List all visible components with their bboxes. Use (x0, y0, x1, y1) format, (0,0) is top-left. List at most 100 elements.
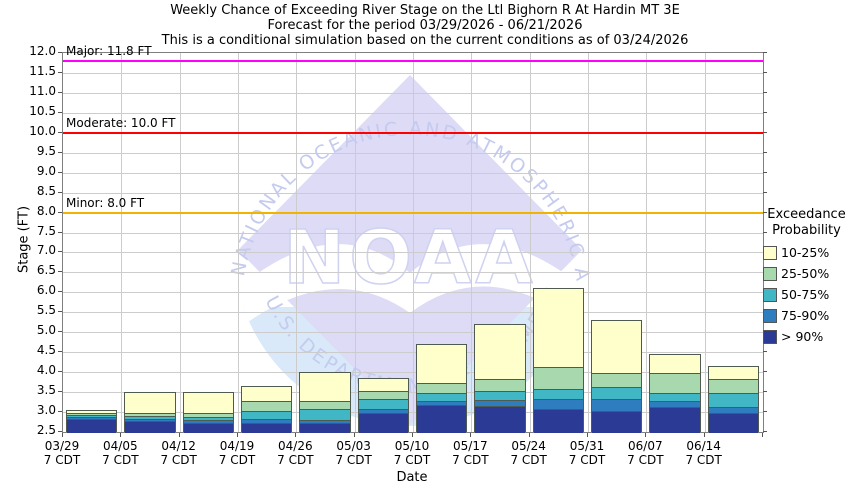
legend-label-25-50: 25-50% (781, 266, 830, 281)
legend-swatch-75-90 (763, 308, 777, 323)
threshold-label-minor: Minor: 8.0 FT (66, 195, 145, 210)
stacked-bar-04/26 (299, 372, 351, 433)
bar-segment-> 90% (300, 423, 350, 433)
x-axis-title: Date (396, 470, 428, 485)
y-tick-mark-right (763, 171, 767, 173)
bar-segment-> 90% (533, 409, 583, 433)
y-tick-mark (58, 231, 62, 233)
bar-segment-50-75% (358, 399, 408, 410)
stacked-bar-04/05 (124, 392, 176, 433)
gridline-v (646, 53, 648, 432)
x-tick-label: 04/12 7 CDT (160, 439, 197, 467)
x-tick-mark (178, 433, 180, 437)
gridline-v (471, 53, 473, 432)
legend-item-gt-90: > 90% (763, 329, 850, 344)
x-tick-label: 05/10 7 CDT (393, 439, 431, 467)
legend-label-50-75: 50-75% (781, 287, 830, 302)
x-tick-label: 03/29 7 CDT (43, 439, 81, 467)
bar-segment-10-25% (533, 289, 583, 368)
y-tick-label: 3.5 (36, 383, 56, 398)
bar-segment-50-75% (592, 387, 642, 400)
x-tick-label: 05/24 7 CDT (510, 439, 547, 467)
y-tick-label: 11.5 (29, 63, 56, 78)
x-tick-label: 05/03 7 CDT (335, 439, 372, 467)
y-tick-mark (58, 431, 62, 432)
y-tick-mark (58, 271, 62, 273)
legend-item-75-90: 75-90% (763, 308, 850, 323)
y-tick-label: 10.0 (29, 123, 56, 138)
legend-label-75-90: 75-90% (781, 308, 830, 323)
x-tick-mark (62, 433, 63, 437)
bar-segment-> 90% (358, 413, 408, 433)
threshold-line-major (63, 59, 763, 62)
y-tick-mark (58, 391, 62, 393)
legend-label-10-25: 10-25% (781, 245, 830, 260)
stacked-bar-04/12 (182, 392, 234, 433)
y-tick-mark-right (763, 391, 767, 393)
bar-segment-25-50% (592, 373, 642, 388)
y-tick-mark (58, 251, 62, 253)
bar-segment-10-25% (125, 393, 175, 414)
y-tick-mark (58, 131, 62, 133)
bar-segment-> 90% (592, 411, 642, 433)
bar-segment-75-90% (67, 417, 117, 419)
threshold-label-major: Major: 11.8 FT (66, 43, 152, 58)
x-tick-label: 05/31 7 CDT (568, 439, 606, 467)
y-tick-mark (58, 211, 62, 213)
y-tick-mark-right (763, 371, 767, 373)
y-tick-label: 3.0 (36, 403, 56, 418)
x-tick-mark (412, 433, 413, 437)
y-tick-label: 4.0 (36, 363, 56, 378)
y-tick-mark (58, 52, 62, 53)
x-tick-mark (762, 433, 763, 437)
y-tick-mark (58, 191, 62, 193)
bar-segment-25-50% (417, 383, 467, 394)
y-tick-label: 8.5 (36, 183, 56, 198)
chart-title: Weekly Chance of Exceeding River Stage o… (170, 3, 680, 18)
stacked-bar-05/24 (532, 288, 584, 433)
x-tick-label: 04/05 7 CDT (102, 439, 139, 467)
bar-segment-75-90% (417, 401, 467, 406)
gridline-v (588, 53, 589, 432)
x-tick-mark (703, 433, 705, 437)
y-tick-mark-right (763, 91, 767, 93)
stacked-bar-03/29 (66, 410, 118, 433)
y-tick-label: 2.5 (36, 423, 56, 437)
noaa-watermark-gull (234, 244, 586, 337)
gridline-v (121, 53, 123, 432)
threshold-label-moderate: Moderate: 10.0 FT (66, 115, 176, 130)
bar-segment-50-75% (183, 417, 233, 421)
y-tick-mark-right (763, 191, 767, 193)
bar-segment-75-90% (242, 419, 292, 423)
bar-segment-10-25% (67, 411, 117, 414)
bar-segment-25-50% (300, 401, 350, 410)
bar-segment-50-75% (242, 411, 292, 419)
y-tick-label: 5.0 (36, 323, 56, 338)
bar-segment-50-75% (300, 409, 350, 421)
bar-segment-75-90% (650, 401, 700, 408)
legend-title-line2: Probability (772, 223, 841, 238)
legend-title-line1: Exceedance (767, 207, 846, 222)
y-tick-mark-right (763, 411, 767, 413)
x-tick-mark (353, 433, 355, 437)
legend-label-gt-90: > 90% (781, 329, 824, 344)
bar-segment-75-90% (358, 409, 408, 414)
x-tick-mark (237, 433, 238, 437)
bar-segment-50-75% (125, 416, 175, 419)
bar-segment-10-25% (242, 387, 292, 402)
legend-swatch-10-25 (763, 245, 777, 260)
legend-swatch-25-50 (763, 266, 777, 281)
x-tick-label: 06/14 7 CDT (685, 439, 722, 467)
noaa-watermark-text: NOAA (283, 215, 536, 301)
gridline-v (179, 53, 181, 432)
y-tick-mark-right (763, 351, 767, 353)
bar-segment-50-75% (533, 389, 583, 400)
y-tick-mark (58, 371, 62, 373)
y-tick-label: 11.0 (29, 83, 56, 98)
threshold-line-moderate (63, 131, 763, 134)
gridline-v (238, 53, 239, 432)
y-tick-mark (58, 171, 62, 173)
bar-segment-10-25% (358, 379, 408, 392)
plot-area (62, 52, 764, 433)
gridline-v (529, 53, 531, 432)
